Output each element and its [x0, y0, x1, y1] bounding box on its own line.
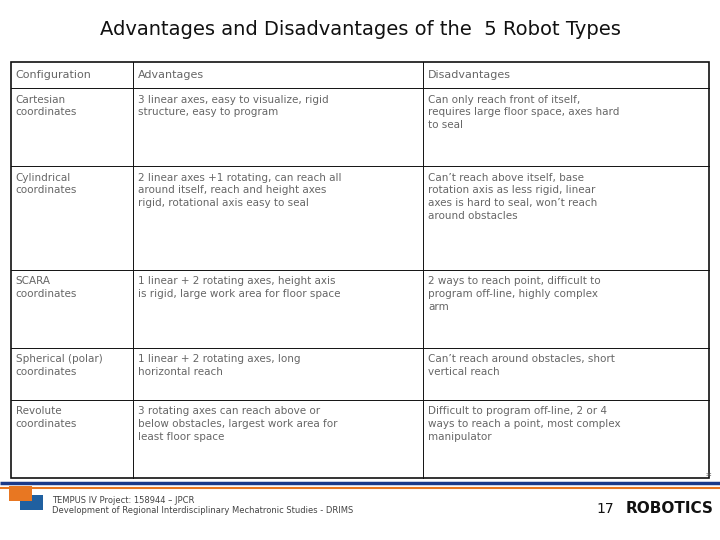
Text: Advantages and Disadvantages of the  5 Robot Types: Advantages and Disadvantages of the 5 Ro…	[99, 20, 621, 39]
Text: Can only reach front of itself,
requires large floor space, axes hard
to seal: Can only reach front of itself, requires…	[428, 94, 619, 130]
Bar	[20, 495, 43, 510]
Text: Cylindrical
coordinates: Cylindrical coordinates	[16, 173, 77, 195]
Text: 1 linear + 2 rotating axes, height axis
is rigid, large work area for floor spac: 1 linear + 2 rotating axes, height axis …	[138, 276, 341, 299]
Text: Can’t reach around obstacles, short
vertical reach: Can’t reach around obstacles, short vert…	[428, 354, 615, 377]
Text: Can’t reach above itself, base
rotation axis as less rigid, linear
axes is hard : Can’t reach above itself, base rotation …	[428, 173, 597, 221]
Text: *: *	[706, 471, 711, 482]
Text: 2 ways to reach point, difficult to
program off-line, highly complex
arm: 2 ways to reach point, difficult to prog…	[428, 276, 600, 312]
Text: SCARA
coordinates: SCARA coordinates	[16, 276, 77, 299]
Bar	[11, 62, 709, 478]
Text: Disadvantages: Disadvantages	[428, 70, 511, 80]
Text: Spherical (polar)
coordinates: Spherical (polar) coordinates	[16, 354, 102, 377]
Text: Difficult to program off-line, 2 or 4
ways to reach a point, most complex
manipu: Difficult to program off-line, 2 or 4 wa…	[428, 407, 621, 442]
Text: Revolute
coordinates: Revolute coordinates	[16, 407, 77, 429]
Text: TEMPUS IV Project: 158944 – JPCR
Development of Regional Interdisciplinary Mecha: TEMPUS IV Project: 158944 – JPCR Develop…	[52, 496, 353, 515]
Text: Cartesian
coordinates: Cartesian coordinates	[16, 94, 77, 117]
Text: ROBOTICS: ROBOTICS	[626, 501, 714, 516]
Text: Configuration: Configuration	[16, 70, 91, 80]
Text: 3 linear axes, easy to visualize, rigid
structure, easy to program: 3 linear axes, easy to visualize, rigid …	[138, 94, 329, 117]
Text: 2 linear axes +1 rotating, can reach all
around itself, reach and height axes
ri: 2 linear axes +1 rotating, can reach all…	[138, 173, 341, 208]
Bar	[9, 486, 32, 501]
Text: 1 linear + 2 rotating axes, long
horizontal reach: 1 linear + 2 rotating axes, long horizon…	[138, 354, 300, 377]
Text: 3 rotating axes can reach above or
below obstacles, largest work area for
least : 3 rotating axes can reach above or below…	[138, 407, 338, 442]
Text: Advantages: Advantages	[138, 70, 204, 80]
Text: 17: 17	[596, 502, 613, 516]
